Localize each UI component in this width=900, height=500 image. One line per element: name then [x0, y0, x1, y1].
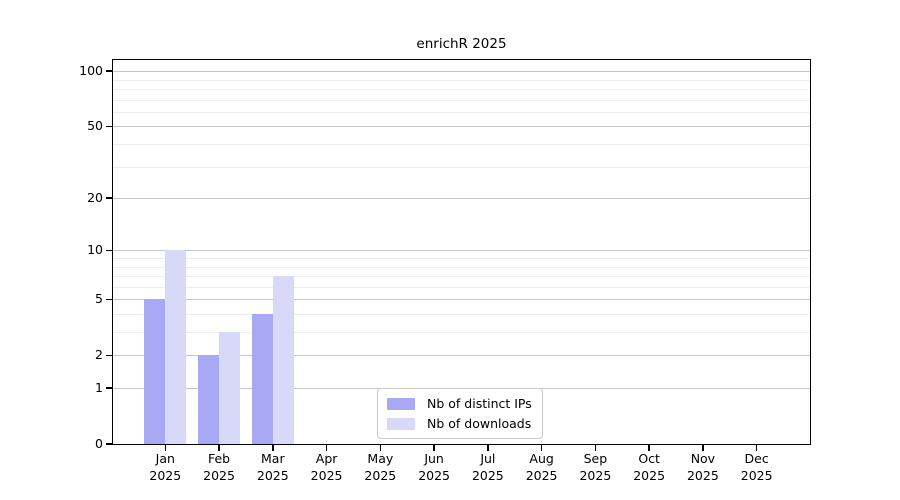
gridline-y-100: [113, 71, 810, 73]
y-tick-0: [106, 443, 113, 445]
x-tick-aug: [540, 445, 543, 451]
gridline-minor-y-6: [113, 286, 810, 288]
y-tick-5: [106, 298, 113, 300]
bar-nb-of-distinct-ips-mar: [251, 314, 273, 444]
y-tick-label-1: 1: [95, 380, 103, 395]
legend-label-distinct-ips: Nb of distinct IPs: [427, 396, 532, 411]
x-tick-year-may: 2025: [364, 467, 397, 483]
x-tick-label-oct: Oct 2025: [619, 451, 679, 484]
x-tick-year-jul: 2025: [471, 467, 504, 483]
x-tick-sep: [594, 445, 597, 451]
x-tick-year-jun: 2025: [418, 467, 450, 483]
x-tick-year-sep: 2025: [579, 467, 612, 483]
gridline-minor-y-80: [113, 89, 810, 90]
y-tick-label-10: 10: [87, 242, 103, 258]
x-tick-month-jul: Jul: [480, 451, 496, 466]
x-tick-feb: [218, 445, 220, 451]
y-tick-2: [106, 354, 113, 356]
x-tick-month-may: May: [367, 451, 394, 466]
bar-nb-of-downloads-feb: [219, 332, 241, 444]
y-tick-100: [106, 70, 113, 72]
x-tick-nov: [702, 445, 704, 451]
x-tick-apr: [325, 445, 328, 451]
x-tick-label-apr: Apr 2025: [297, 451, 357, 484]
y-tick-label-2: 2: [95, 347, 103, 363]
legend-label-downloads: Nb of downloads: [427, 416, 532, 431]
y-tick-label-0: 0: [95, 436, 103, 451]
legend-swatch-distinct-ips: [387, 397, 415, 410]
x-tick-label-nov: Nov 2025: [673, 451, 733, 484]
x-tick-oct: [648, 445, 650, 451]
x-tick-year-feb: 2025: [203, 467, 235, 483]
x-tick-label-sep: Sep 2025: [565, 451, 625, 484]
x-tick-year-mar: 2025: [256, 467, 289, 483]
x-tick-label-may: May 2025: [350, 451, 410, 484]
gridline-minor-y-40: [113, 144, 810, 145]
y-tick-20: [106, 197, 113, 199]
gridline-minor-y-70: [113, 99, 810, 101]
gridline-minor-y-30: [113, 166, 810, 168]
bar-nb-of-distinct-ips-feb: [198, 355, 220, 444]
bar-nb-of-downloads-mar: [272, 276, 294, 444]
gridline-y-50: [113, 126, 810, 128]
x-tick-month-sep: Sep: [583, 451, 608, 466]
bar-nb-of-distinct-ips-jan: [144, 299, 166, 444]
gridline-y-20: [113, 198, 810, 200]
x-tick-may: [379, 445, 382, 451]
y-tick-1: [106, 387, 113, 389]
x-tick-dec: [755, 445, 758, 451]
gridline-y-5: [113, 299, 810, 301]
x-tick-month-jun: Jun: [424, 451, 444, 466]
x-tick-jan: [164, 445, 166, 451]
bar-nb-of-downloads-jan: [165, 250, 187, 444]
gridline-minor-y-3: [113, 332, 810, 333]
legend-swatch-downloads: [387, 417, 415, 430]
gridline-y-10: [113, 250, 810, 252]
gridline-minor-y-90: [113, 79, 810, 81]
plot-area: Nb of distinct IPs Nb of downloads: [112, 59, 811, 445]
x-tick-month-jan: Jan: [155, 451, 175, 466]
x-tick-month-mar: Mar: [261, 451, 285, 466]
x-tick-jun: [433, 445, 435, 451]
x-tick-year-apr: 2025: [310, 467, 343, 483]
y-tick-label-100: 100: [79, 63, 103, 79]
y-tick-label-20: 20: [87, 190, 103, 206]
legend-item-distinct-ips: Nb of distinct IPs: [387, 396, 532, 411]
gridline-minor-y-7: [113, 276, 810, 278]
gridline-minor-y-4: [113, 313, 810, 315]
gridline-minor-y-9: [113, 257, 810, 259]
x-tick-label-feb: Feb 2025: [189, 451, 249, 484]
x-tick-year-jan: 2025: [149, 467, 182, 483]
x-tick-year-nov: 2025: [686, 467, 719, 483]
legend-item-downloads: Nb of downloads: [387, 416, 532, 431]
x-tick-month-feb: Feb: [207, 451, 231, 466]
gridline-minor-y-60: [113, 111, 810, 113]
bar-layer: [113, 60, 810, 444]
x-tick-month-apr: Apr: [315, 451, 338, 466]
x-tick-month-aug: Aug: [529, 451, 554, 466]
x-tick-label-aug: Aug 2025: [512, 451, 572, 484]
x-tick-label-mar: Mar 2025: [243, 451, 303, 484]
x-tick-mar: [272, 445, 274, 451]
legend: Nb of distinct IPs Nb of downloads: [377, 388, 543, 439]
chart-title: enrichR 2025: [416, 36, 507, 52]
y-tick-50: [106, 125, 113, 128]
y-tick-label-50: 50: [87, 118, 103, 134]
x-tick-label-jun: Jun 2025: [404, 451, 464, 484]
x-tick-month-dec: Dec: [744, 451, 769, 466]
gridline-y-2: [113, 355, 810, 357]
x-tick-month-oct: Oct: [638, 451, 660, 466]
y-tick-label-5: 5: [95, 291, 103, 307]
gridline-minor-y-8: [113, 266, 810, 268]
x-tick-year-aug: 2025: [525, 467, 558, 483]
x-tick-year-oct: 2025: [633, 467, 666, 483]
x-tick-label-jul: Jul 2025: [458, 451, 518, 484]
x-tick-label-jan: Jan 2025: [135, 451, 195, 484]
x-tick-year-dec: 2025: [740, 467, 773, 483]
x-tick-month-nov: Nov: [690, 451, 716, 466]
x-tick-jul: [487, 445, 489, 451]
x-tick-label-dec: Dec 2025: [727, 451, 787, 484]
y-tick-10: [106, 249, 113, 251]
